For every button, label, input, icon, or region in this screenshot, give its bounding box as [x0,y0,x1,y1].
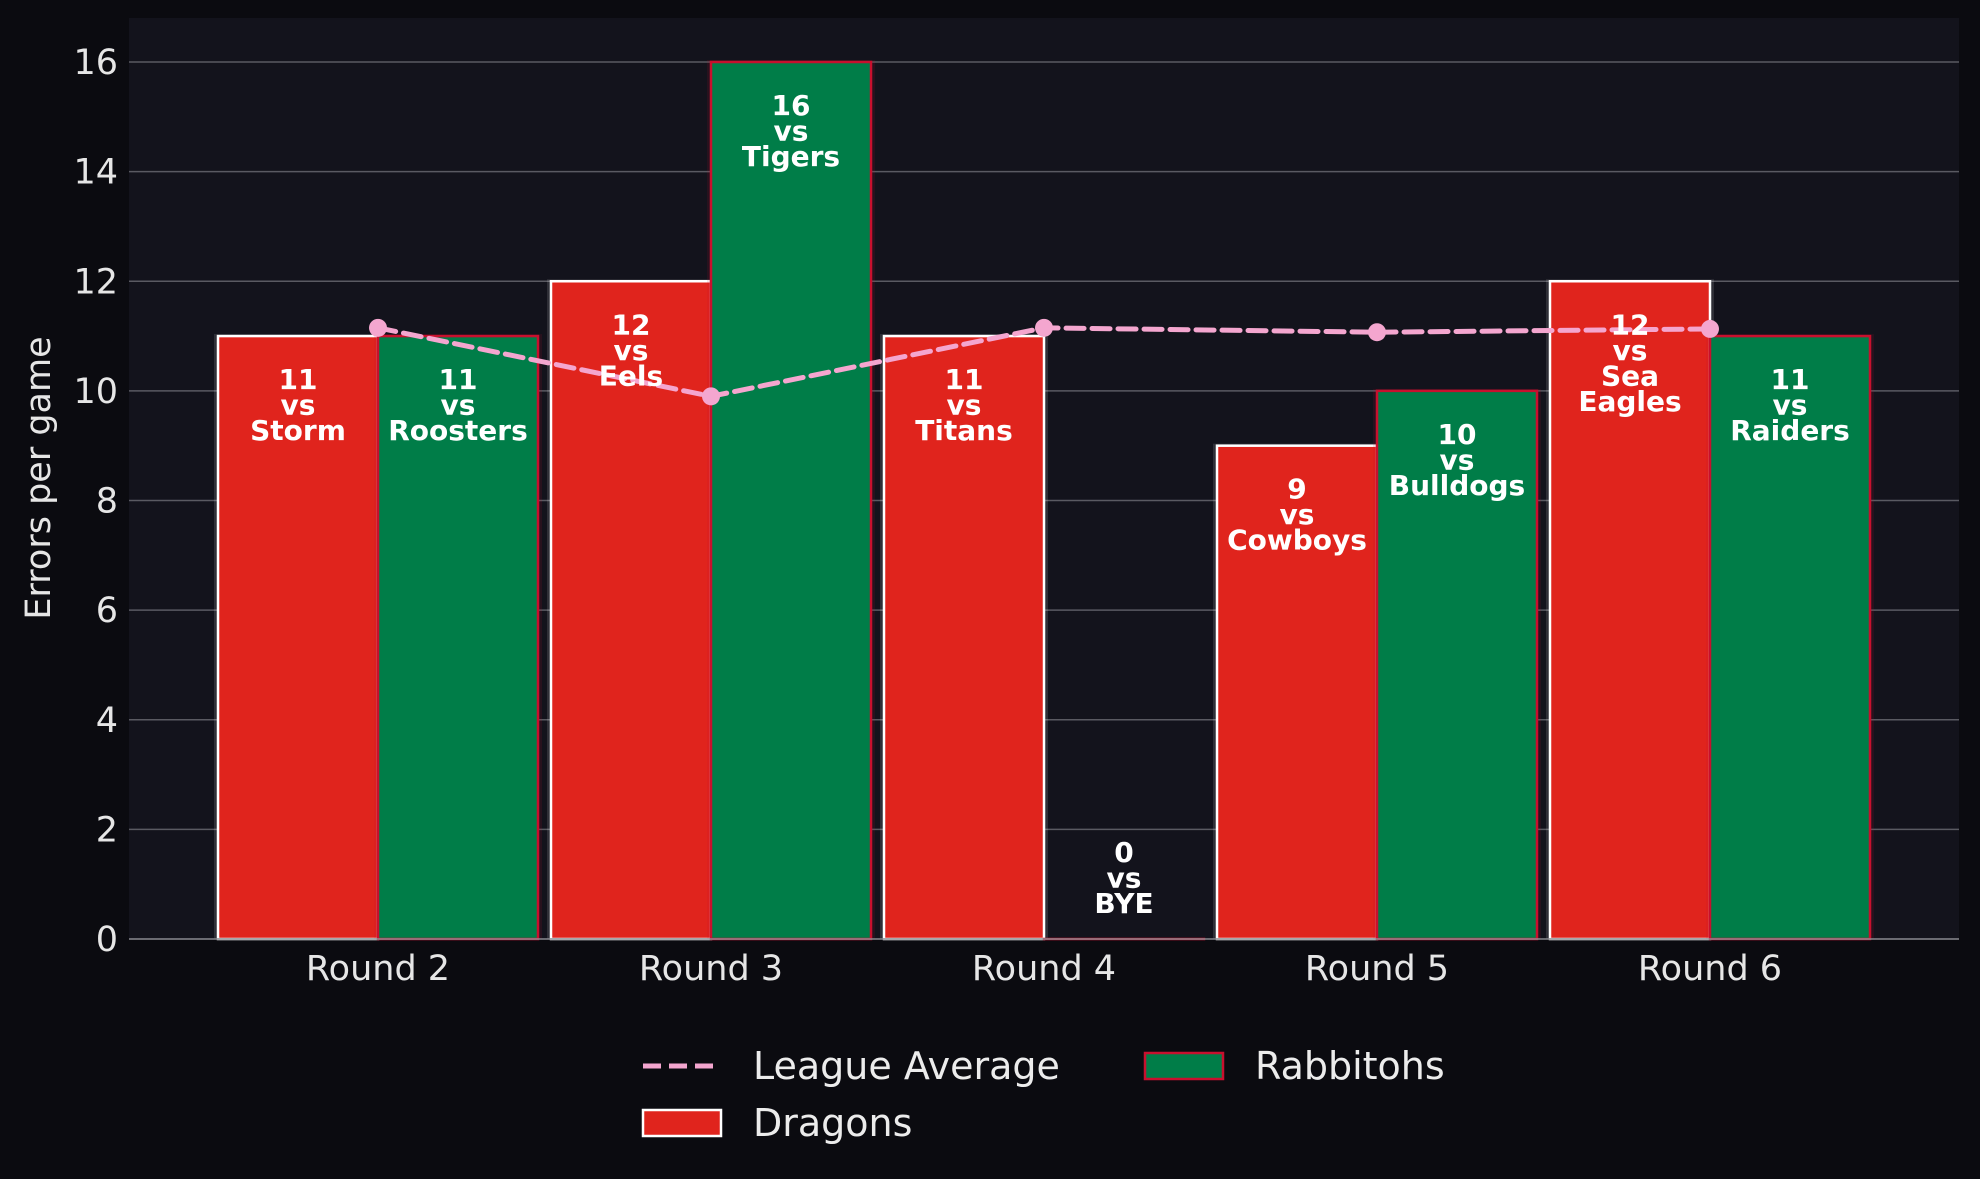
y-tick-label: 2 [96,810,118,850]
bar-label-opponent: Cowboys [1227,524,1367,557]
bar-label-value: 11 [1771,363,1810,396]
league-average-point-4 [1368,323,1386,342]
bar-label-opponent: Bulldogs [1389,469,1525,502]
dragons-bar-1 [216,334,380,941]
x-tick-label: Round 6 [1638,949,1782,989]
opponent-word: Sea [1601,359,1659,392]
opponent-word: Eagles [1578,385,1681,418]
bars [214,60,1874,941]
legend-swatch-dragons [641,1108,723,1138]
legend-label: Rabbitohs [1255,1044,1445,1088]
x-tick-label: Round 4 [972,949,1116,989]
bar-label-opponent: BYE [1094,887,1153,920]
y-tick-label: 6 [96,591,118,631]
bar-label-value: 11 [945,363,984,396]
y-tick-label: 8 [96,482,118,522]
league-average-point-1 [369,318,387,337]
bar-label-value: 10 [1438,418,1477,451]
bar-label-vs: vs [1440,443,1475,476]
bar-label-value: 16 [772,89,811,122]
y-tick-label: 10 [73,372,118,412]
bar-label-vs: vs [1280,498,1315,531]
y-tick-label: 12 [73,262,118,302]
bar-label-vs: vs [614,334,649,367]
rabbitohs-bar-5 [1708,334,1872,941]
bar-label-opponent: Roosters [388,414,528,447]
dragons-bar-5 [1548,280,1712,941]
y-tick-label: 0 [96,920,118,960]
legend: League Average Rabbitohs Dragons [641,1044,1445,1145]
y-tick-label: 16 [73,43,118,83]
bar-label-opponent: Titans [915,414,1013,447]
x-tick-label: Round 3 [639,949,783,989]
y-tick-label: 14 [73,153,118,193]
bar-label-value: 11 [279,363,318,396]
league-average-point-3 [1035,318,1053,337]
league-average-point-2 [702,387,720,406]
bar-label-value: 11 [439,363,478,396]
bar-labels: 11vsStorm11vsRoosters12vsEels16vsTigers1… [250,89,1850,920]
y-tick-label: 4 [96,701,118,741]
bar-label-opponent: Sea Eagles [1578,359,1681,418]
legend-swatch-rabbitohs [1143,1051,1225,1081]
axes: 0 2 4 6 8 10 12 14 16 Round 2 Round 3 Round 4 Round … [73,43,1959,989]
rabbitohs-bar-4 [1375,389,1539,941]
bar-label-opponent: Tigers [742,140,840,173]
dragons-bar-4 [1215,444,1379,941]
league-average-line [369,318,1719,406]
bar-label-vs: vs [1613,334,1648,367]
bar-label-vs: vs [281,389,316,422]
bar-label-vs: vs [1773,389,1808,422]
bar-label-value: 12 [612,308,651,341]
bar-label-opponent: Raiders [1730,414,1850,447]
y-axis-title: Errors per game [19,336,59,619]
bar-label-opponent: Storm [250,414,346,447]
bar-label-value: 9 [1287,473,1306,506]
bar-label-value: 12 [1611,308,1650,341]
x-tick-label: Round 2 [306,949,450,989]
bar-label-vs: vs [774,115,809,148]
rabbitohs-bar-1 [376,334,540,941]
bar-label-value: 0 [1114,836,1133,869]
bar-label-vs: vs [947,389,982,422]
legend-label: Dragons [753,1101,912,1145]
legend-label: League Average [753,1044,1060,1088]
rabbitohs-bar-2 [709,60,873,941]
x-tick-label: Round 5 [1305,949,1449,989]
bar-label-opponent: Eels [599,359,663,392]
league-average-point-5 [1701,319,1719,338]
bar-label-vs: vs [1107,862,1142,895]
bar-label-vs: vs [441,389,476,422]
